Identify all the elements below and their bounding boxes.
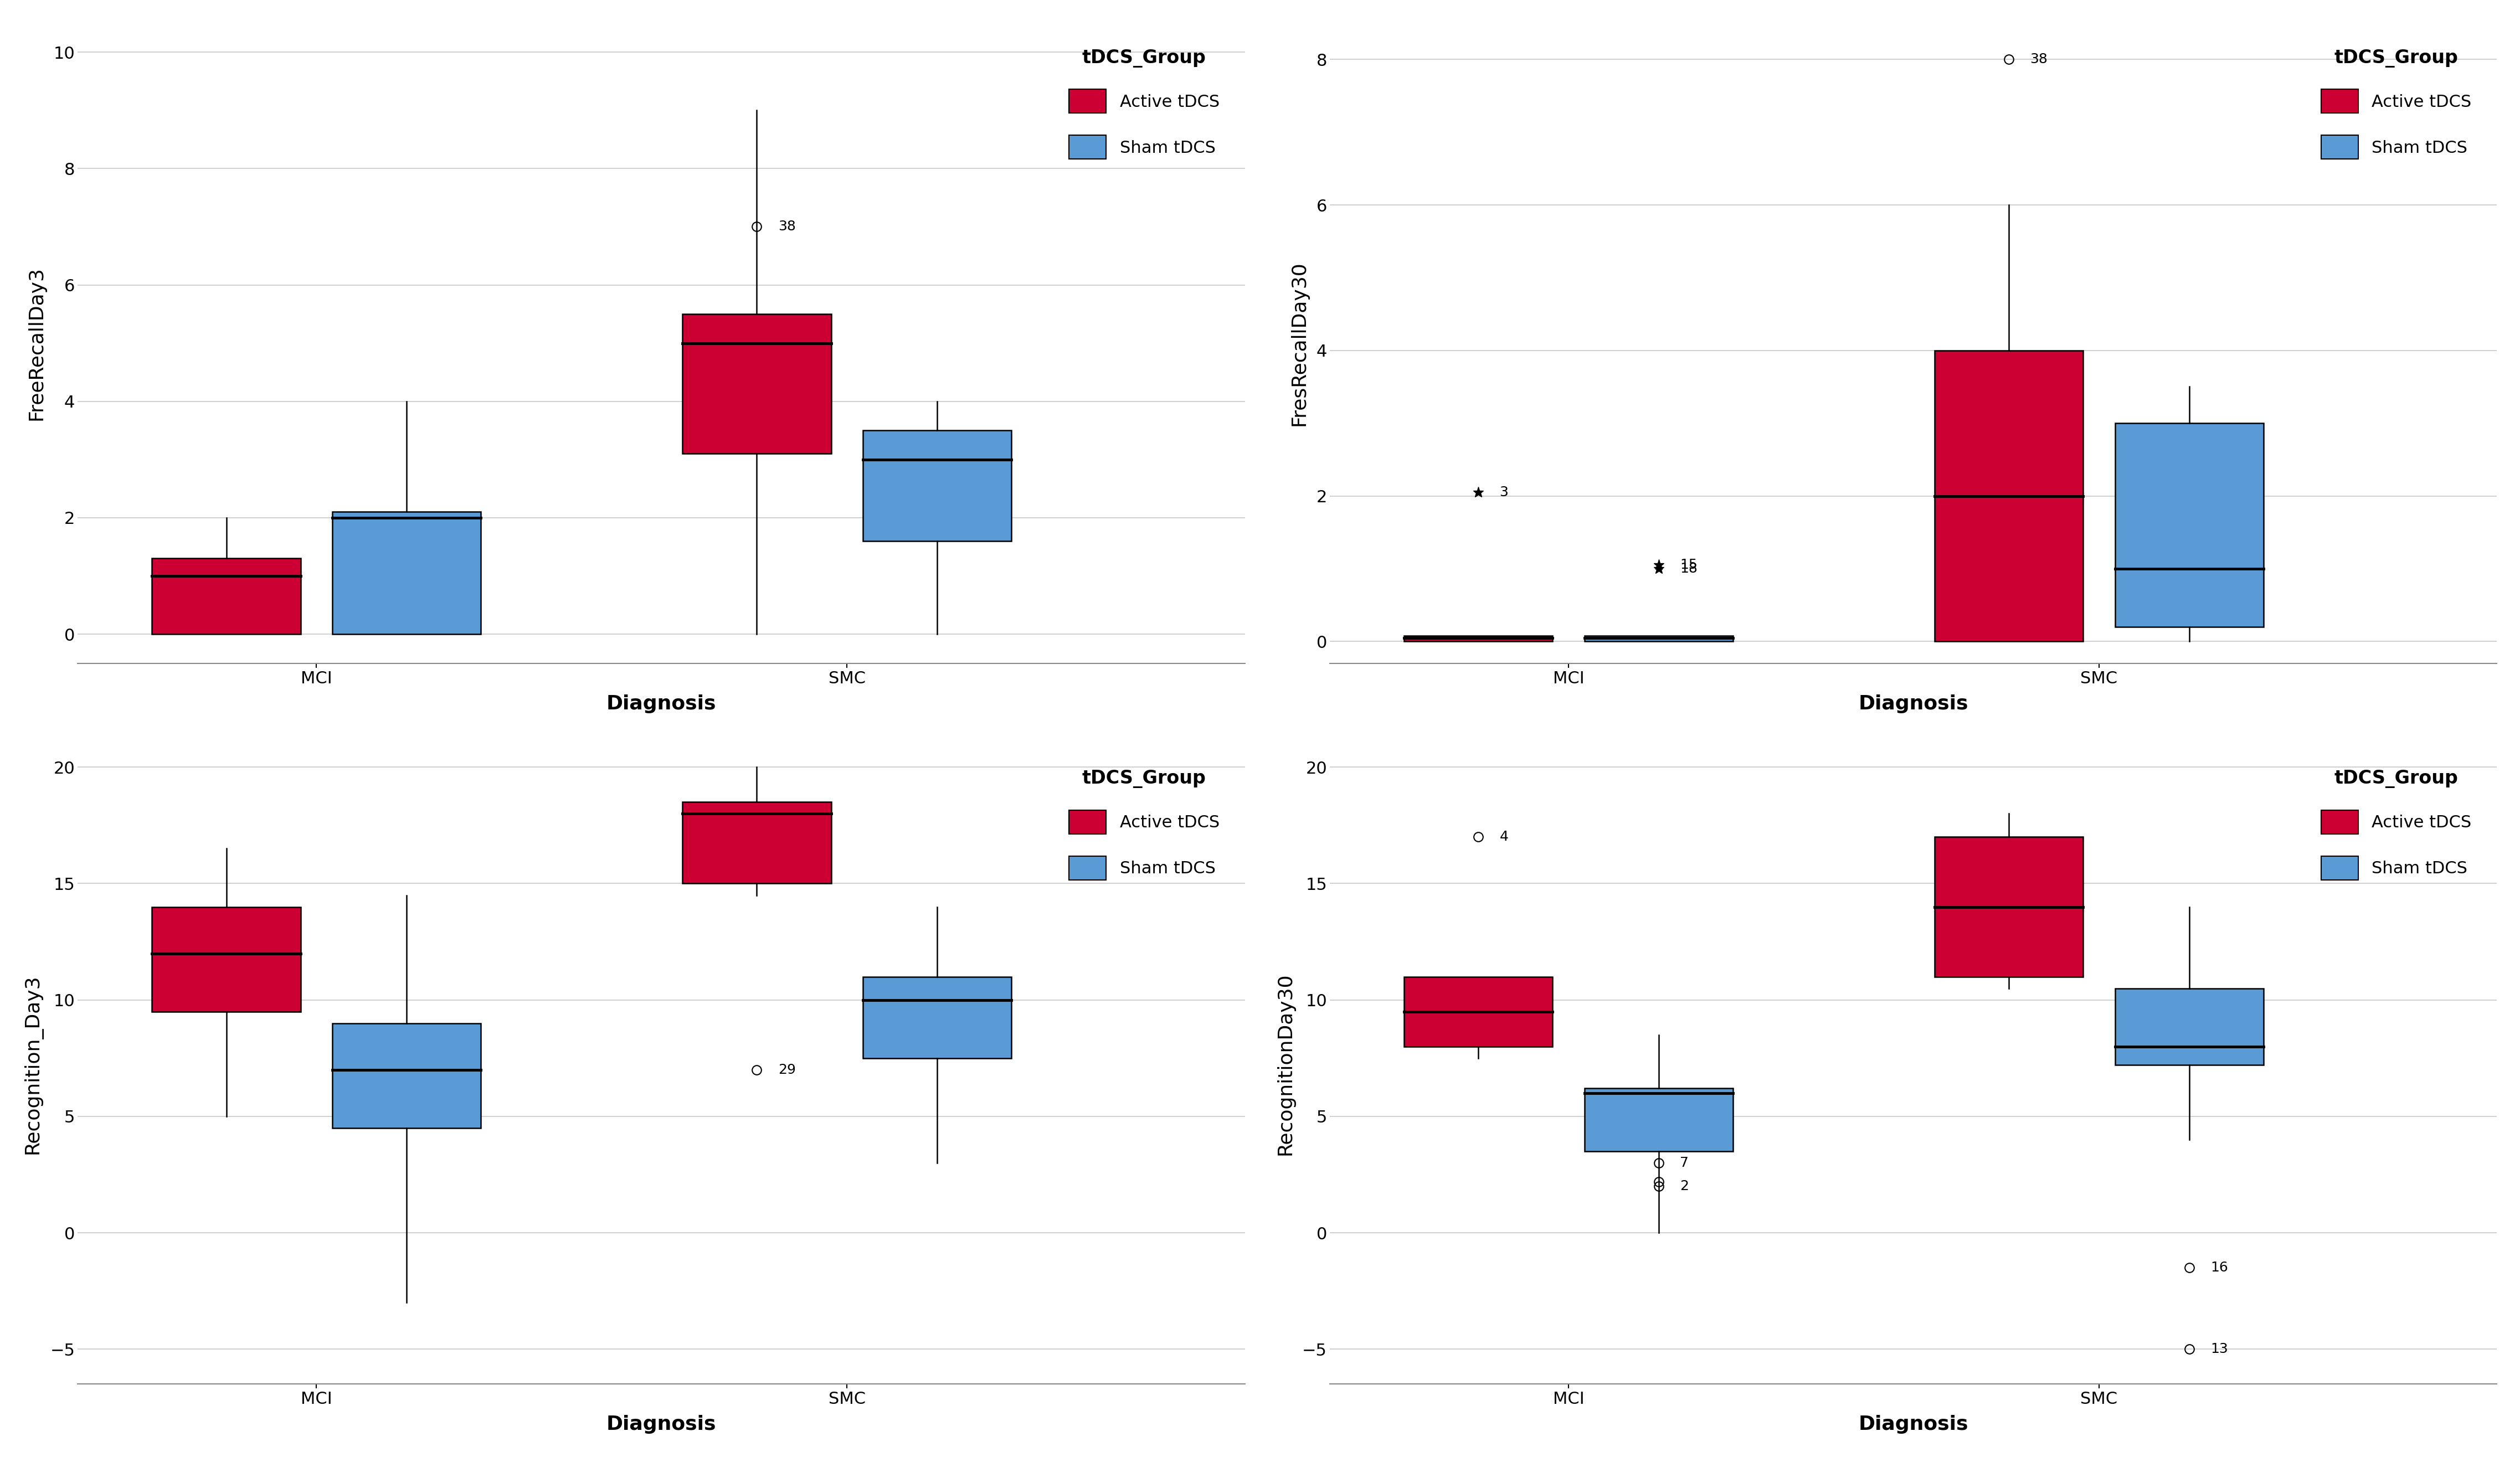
Legend: Active tDCS, Sham tDCS: Active tDCS, Sham tDCS <box>1051 32 1237 176</box>
Text: 38: 38 <box>779 220 796 233</box>
Text: 15: 15 <box>1681 558 1698 571</box>
X-axis label: Diagnosis: Diagnosis <box>607 1415 716 1434</box>
Bar <box>1585 635 1734 641</box>
Bar <box>683 315 832 453</box>
Text: 2: 2 <box>1681 1180 1688 1193</box>
Y-axis label: Recognition_Day3: Recognition_Day3 <box>23 975 43 1154</box>
Text: 29: 29 <box>779 1064 796 1077</box>
Text: 4: 4 <box>1499 830 1509 844</box>
Bar <box>1935 351 2084 641</box>
Y-axis label: FresRecallDay30: FresRecallDay30 <box>1290 261 1308 425</box>
Bar <box>862 976 1011 1058</box>
Text: 3: 3 <box>1499 485 1509 498</box>
Y-axis label: FreeRecallDay3: FreeRecallDay3 <box>28 267 45 420</box>
Bar <box>333 511 481 634</box>
Bar <box>2114 423 2263 627</box>
Bar <box>151 906 300 1011</box>
Legend: Active tDCS, Sham tDCS: Active tDCS, Sham tDCS <box>1051 752 1237 898</box>
Text: 16: 16 <box>2210 1260 2228 1275</box>
Legend: Active tDCS, Sham tDCS: Active tDCS, Sham tDCS <box>2303 32 2487 176</box>
X-axis label: Diagnosis: Diagnosis <box>1857 1415 1968 1434</box>
Bar <box>683 803 832 883</box>
Y-axis label: RecognitionDay30: RecognitionDay30 <box>1275 973 1295 1155</box>
Bar <box>151 558 300 634</box>
Bar <box>333 1023 481 1128</box>
Legend: Active tDCS, Sham tDCS: Active tDCS, Sham tDCS <box>2303 752 2487 898</box>
Text: 7: 7 <box>1681 1157 1688 1170</box>
Bar <box>1585 1088 1734 1151</box>
Text: 38: 38 <box>2031 52 2049 66</box>
X-axis label: Diagnosis: Diagnosis <box>1857 695 1968 712</box>
Bar <box>1935 836 2084 976</box>
Bar <box>1404 635 1552 641</box>
Bar <box>862 430 1011 541</box>
X-axis label: Diagnosis: Diagnosis <box>607 695 716 712</box>
Text: 18: 18 <box>1681 562 1698 576</box>
Text: 13: 13 <box>2210 1342 2228 1356</box>
Bar <box>2114 988 2263 1065</box>
Bar <box>1404 976 1552 1046</box>
